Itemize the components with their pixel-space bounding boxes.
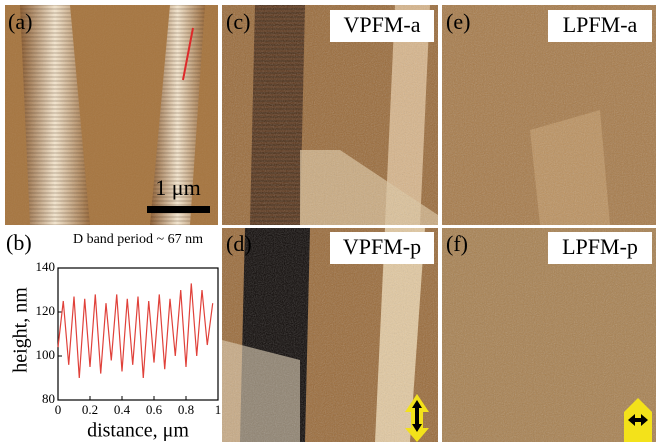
panel-title: VPFM-a bbox=[343, 12, 420, 37]
x-tick-label: 0.6 bbox=[146, 402, 163, 417]
x-tick-label: 0.8 bbox=[178, 402, 194, 417]
y-tick-label: 100 bbox=[36, 347, 56, 362]
data-line bbox=[58, 283, 213, 378]
panel-title: VPFM-p bbox=[343, 234, 421, 259]
plot: 80 100 120 140 0 0.2 0.4 0.6 0.8 1 bbox=[36, 259, 222, 417]
x-tick-label: 1 bbox=[215, 402, 222, 417]
panel-label: (b) bbox=[6, 230, 32, 255]
panel-title: LPFM-p bbox=[562, 234, 638, 259]
y-axis-label: height, nm bbox=[10, 287, 32, 373]
figure: (a) 1 μm (c) VPFM-a (e) LPFM-a (d) VPFM-… bbox=[0, 0, 656, 442]
y-tick-label: 120 bbox=[36, 303, 56, 318]
panel-label: (f) bbox=[446, 231, 468, 256]
y-tick-label: 80 bbox=[42, 391, 55, 406]
panel-label: (a) bbox=[8, 9, 32, 34]
panel-label: (e) bbox=[446, 9, 470, 34]
x-axis-label: distance, μm bbox=[87, 420, 189, 442]
panel-label: (c) bbox=[226, 9, 250, 34]
chart-title: D band period ~ 67 nm bbox=[73, 232, 203, 247]
x-tick-label: 0.4 bbox=[114, 402, 131, 417]
scale-bar-label: 1 μm bbox=[155, 175, 200, 200]
panel-label: (d) bbox=[226, 231, 252, 256]
x-tick-label: 0.2 bbox=[82, 402, 98, 417]
panel-title: LPFM-a bbox=[563, 12, 638, 37]
y-tick-label: 140 bbox=[36, 259, 56, 274]
x-tick-label: 0 bbox=[55, 402, 62, 417]
